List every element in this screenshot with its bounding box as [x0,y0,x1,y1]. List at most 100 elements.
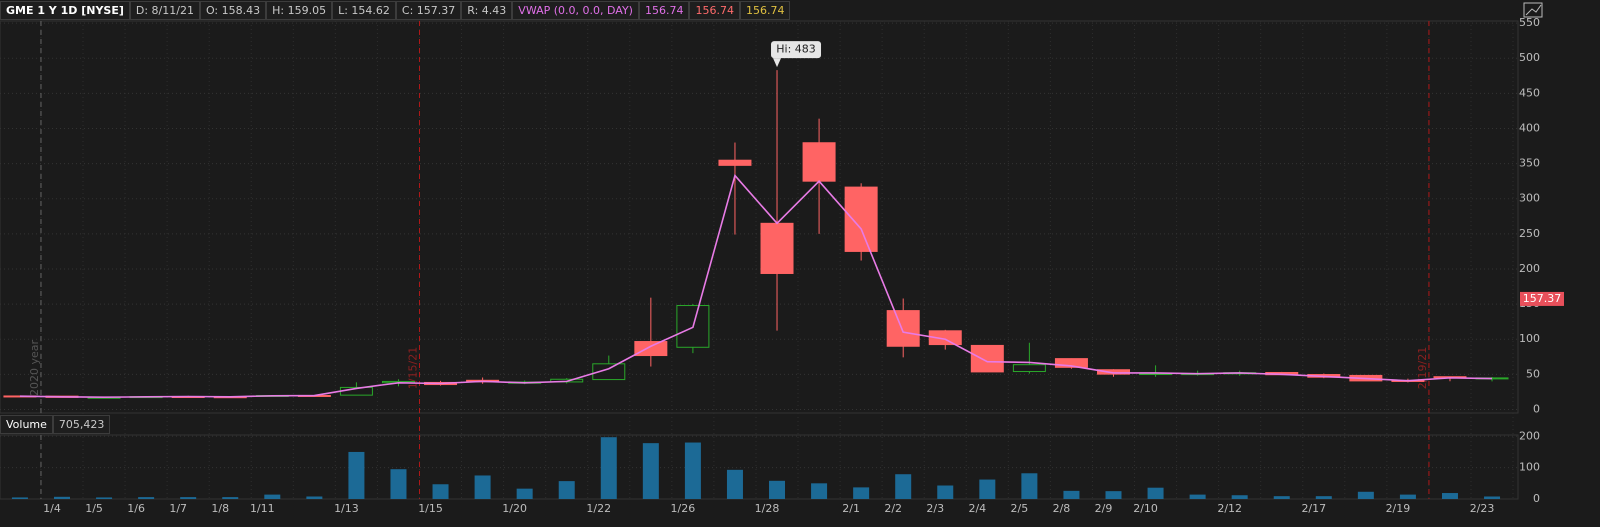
y-tick-label: 100 [1519,332,1540,345]
volume-bar [474,475,491,499]
x-tick-label: 1/4 [43,502,61,515]
y-tick-label: 100 [1519,461,1540,474]
volume-bar [432,484,449,499]
volume-bar [979,479,996,499]
volume-pane [0,434,1519,500]
volume-bar [1021,473,1038,499]
price-pane [0,20,1519,414]
volume-bar [684,442,701,499]
volume-bar [811,483,828,499]
volume-bar [264,494,281,499]
x-tick-label: 2/2 [884,502,902,515]
volume-bar [390,469,407,499]
volume-bar [769,480,786,499]
x-tick-label: 2/23 [1470,502,1495,515]
x-tick-label: 2/8 [1053,502,1071,515]
volume-bar [222,497,239,499]
volume-bar [558,481,575,499]
volume-bar [96,497,113,499]
candle-body [970,344,1004,373]
annotation: 2/19/21 [1416,347,1429,389]
volume-bar [1147,487,1164,499]
x-tick-label: 1/15 [418,502,443,515]
volume-bar [895,474,912,499]
volume-bar [600,437,617,499]
volume-bar [1315,496,1332,499]
header-item: H: 159.05 [266,1,333,20]
x-tick-label: 2/3 [926,502,944,515]
candle-body [844,186,878,252]
icon-line[interactable] [1525,4,1542,16]
y-tick-label: 350 [1519,157,1540,170]
volume-bar [642,443,659,499]
x-tick-label: 1/11 [250,502,275,515]
volume-bar [853,487,870,499]
volume-bar [1189,494,1206,499]
candle-body [760,222,794,274]
volume-bar [306,496,323,499]
candle-body [1097,369,1130,375]
y-tick-label: 200 [1519,262,1540,275]
y-tick-label: 300 [1519,192,1540,205]
volume-bar [1357,491,1374,499]
icon-frame[interactable] [1523,2,1543,18]
candle-body [928,330,962,346]
y-tick-label: 50 [1526,367,1540,380]
volume-bar [1484,496,1501,499]
study-value: 156.74 [689,1,740,20]
y-tick-label: 550 [1519,16,1540,29]
header-item: R: 4.43 [461,1,513,20]
annotation: 2020 year [28,340,41,397]
bubble [771,41,822,59]
last-price-box [1520,291,1564,306]
x-tick-label: 2/1 [842,502,860,515]
study-name[interactable]: VWAP (0.0, 0.0, DAY) [512,1,639,20]
y-tick-label: 250 [1519,227,1540,240]
volume-bar [180,497,197,499]
x-tick-label: 1/13 [334,502,359,515]
study-value: 156.74 [739,1,791,20]
candle-body [1054,358,1088,368]
volume-bar [1063,490,1080,499]
x-tick-label: 2/4 [968,502,986,515]
candle-body [886,310,920,347]
header: GME 1 Y 1D [NYSE] D: 8/11/21 O: 158.43 H… [0,1,791,20]
volume-bar [11,497,28,499]
annotation: 1/15/21 [407,347,420,389]
x-tick-label: 2/17 [1301,502,1326,515]
symbol[interactable]: GME 1 Y 1D [NYSE] [0,1,130,20]
y-tick-label: 400 [1519,121,1540,134]
volume-bar [1441,493,1458,499]
volume-bar [54,496,70,499]
vwap-line [19,173,1493,398]
volume-current: 705,423 [52,415,111,434]
x-tick-label: 1/8 [211,502,229,515]
x-tick-label: 1/6 [127,502,145,515]
volume-bar [1105,491,1122,499]
x-tick-label: 1/5 [85,502,103,515]
volume-bar [1231,495,1248,499]
volume-bar [726,469,743,499]
candle-body [592,363,626,381]
candle-body [634,341,668,357]
y-tick-label: 450 [1519,86,1540,99]
settings-icon[interactable] [1523,2,1543,18]
y-tick-label: 500 [1519,51,1540,64]
volume-bar [1399,494,1416,499]
candle-body [1012,364,1046,373]
last-price-label: 157.37 [1523,292,1562,305]
candle-body [718,159,752,166]
volume-bar [1273,496,1290,499]
x-tick-label: 2/9 [1095,502,1113,515]
header-item: C: 157.37 [395,1,462,20]
y-tick-label: 0 [1533,402,1540,415]
study-value: 156.74 [638,1,690,20]
volume-bar [516,488,533,499]
volume-bar [937,485,954,499]
x-tick-label: 2/10 [1133,502,1158,515]
header-item: L: 154.62 [332,1,396,20]
x-tick-label: 2/5 [1011,502,1029,515]
x-tick-label: 1/22 [586,502,611,515]
